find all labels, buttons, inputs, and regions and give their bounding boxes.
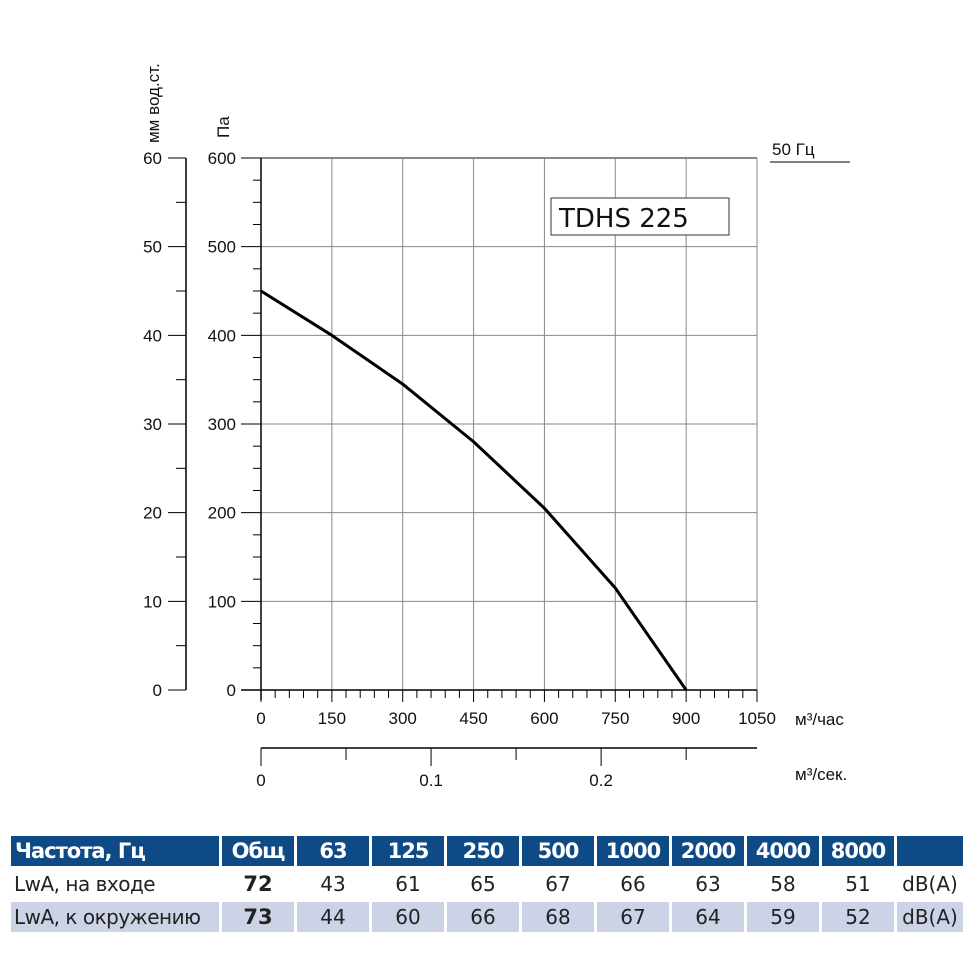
x-tick-label: 150 — [318, 709, 346, 728]
y2-tick-label: 20 — [143, 504, 162, 523]
header-cell: 500 — [522, 836, 594, 866]
table-cell: 63 — [695, 872, 721, 896]
header-cell: 4000 — [747, 836, 819, 866]
y-tick-label: 0 — [227, 681, 236, 700]
table-cell: 43 — [320, 872, 346, 896]
y2-tick-label: 40 — [143, 326, 162, 345]
x-axis-label: м³/час — [795, 710, 844, 729]
x-tick-label: 300 — [389, 709, 417, 728]
table-cell: 68 — [522, 902, 594, 932]
x-tick-label: 1050 — [738, 709, 776, 728]
x2-axis-label: м³/сек. — [795, 765, 847, 784]
table-cell: 67 — [545, 872, 571, 896]
header-cell: 1000 — [597, 836, 669, 866]
table-cell: LwA, к окружению — [11, 902, 219, 932]
header-cell: 2000 — [672, 836, 744, 866]
model-label-box — [550, 197, 730, 236]
table-cell: 72 — [243, 872, 273, 896]
sound-table: Частота, Гц Общ 63 125 250 500 1000 2000 4000 800… — [8, 833, 966, 935]
x-tick-label: 0 — [256, 709, 265, 728]
header-cell: 63 — [297, 836, 369, 866]
table-cell: 66 — [447, 902, 519, 932]
table-cell: 60 — [372, 902, 444, 932]
table-cell: LwA, на входе — [14, 872, 156, 896]
header-cell: Общ — [222, 836, 294, 866]
x-tick-label: 900 — [672, 709, 700, 728]
y2-tick-label: 60 — [143, 149, 162, 168]
y-axis-label: Па — [214, 116, 233, 138]
y2-axis-label: мм вод.ст. — [144, 63, 163, 143]
header-cell: 125 — [372, 836, 444, 866]
table-cell: 44 — [297, 902, 369, 932]
x-tick-label: 750 — [601, 709, 629, 728]
y-tick-label: 200 — [208, 504, 236, 523]
header-cell: 250 — [447, 836, 519, 866]
table-row: LwA, к окружению 73 44 60 66 68 67 64 59 52 dB(A) — [11, 902, 963, 932]
header-cell: 8000 — [822, 836, 894, 866]
x-tick-label: 600 — [530, 709, 558, 728]
table-cell: 61 — [395, 872, 421, 896]
y2-tick-label: 0 — [153, 681, 162, 700]
model-label: TDHS 225 — [558, 204, 689, 234]
y-tick-label: 300 — [208, 415, 236, 434]
table-header-row: Частота, Гц Общ 63 125 250 500 1000 2000 4000 800… — [11, 836, 963, 866]
table-row: LwA, на входе 72 43 61 65 67 66 63 58 51 dB(A) — [11, 869, 963, 899]
table-cell: 51 — [845, 872, 871, 896]
x2-tick-label: 0.1 — [419, 771, 443, 790]
y2-tick-label: 10 — [143, 592, 162, 611]
table-cell: 66 — [620, 872, 646, 896]
table-cell: 52 — [822, 902, 894, 932]
header-cell — [897, 836, 963, 866]
y-tick-label: 400 — [208, 326, 236, 345]
x-tick-label: 450 — [459, 709, 487, 728]
table-cell: 65 — [470, 872, 496, 896]
x2-tick-label: 0.2 — [589, 771, 613, 790]
x2-tick-label: 0 — [256, 771, 265, 790]
table-cell: 58 — [770, 872, 796, 896]
table-cell: 67 — [597, 902, 669, 932]
table-cell: 73 — [222, 902, 294, 932]
table-cell: dB(A) — [897, 902, 963, 932]
y-tick-label: 600 — [208, 149, 236, 168]
frequency-label: 50 Гц — [772, 140, 815, 159]
fan-curve-chart: 0 150 300 450 600 750 900 105001002003004005006… — [143, 63, 850, 790]
table-cell: 59 — [747, 902, 819, 932]
y2-tick-label: 30 — [143, 415, 162, 434]
table-cell: 64 — [672, 902, 744, 932]
y-tick-label: 100 — [208, 592, 236, 611]
y2-tick-label: 50 — [143, 238, 162, 257]
fan-curve-line — [260, 289, 688, 691]
table-cell: dB(A) — [902, 872, 958, 896]
y-tick-label: 500 — [208, 238, 236, 257]
header-cell: Частота, Гц — [11, 836, 219, 866]
